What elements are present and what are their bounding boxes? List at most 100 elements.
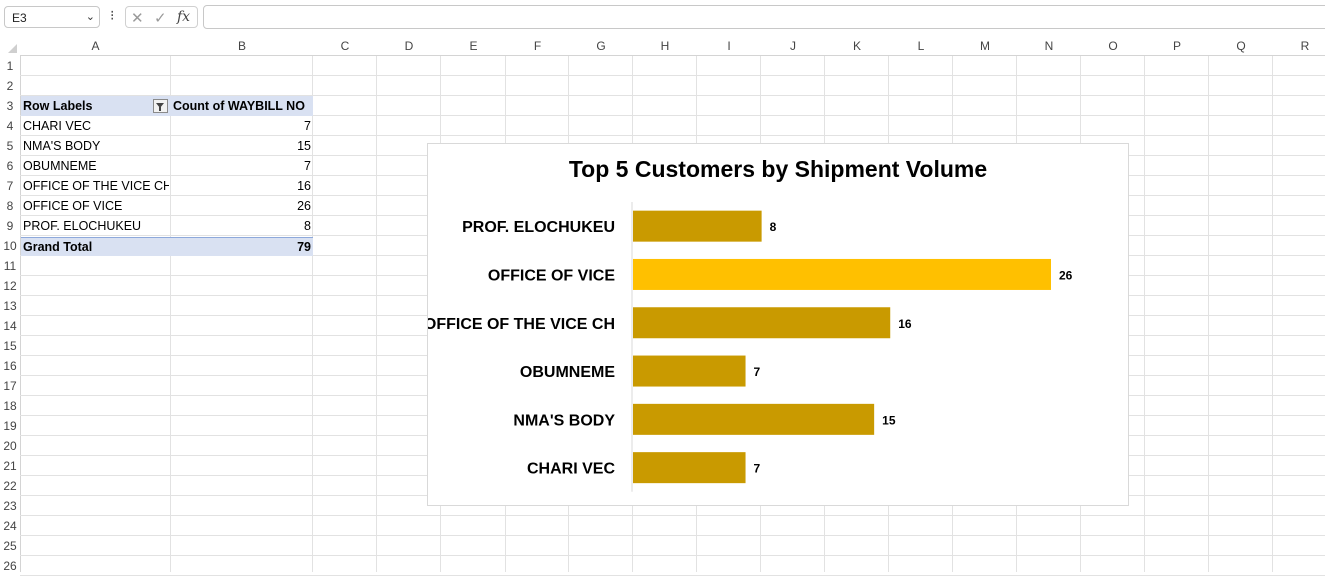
column-header-f[interactable]: F [506,36,569,56]
row-header-26[interactable]: 26 [3,559,17,573]
column-header-n[interactable]: N [1017,36,1081,56]
row-header-22[interactable]: 22 [3,479,17,493]
bar[interactable] [633,307,891,339]
column-header-d[interactable]: D [377,36,441,56]
select-all-corner[interactable] [0,36,20,56]
formula-input[interactable] [203,5,1325,29]
data-label: 8 [770,220,777,234]
name-box-value: E3 [12,11,27,25]
pivot-row-label[interactable]: CHARI VEC [23,119,92,133]
row-header-11[interactable]: 11 [3,259,17,273]
column-header-m[interactable]: M [953,36,1017,56]
row-header-17[interactable]: 17 [3,379,17,393]
name-box[interactable]: E3 ⌄ [4,6,100,28]
row-header-20[interactable]: 20 [3,439,17,453]
column-header-g[interactable]: G [569,36,633,56]
row-header-7[interactable]: 7 [6,179,14,193]
insert-function-icon[interactable]: fx [177,9,191,25]
category-label: NMA'S BODY [513,412,615,429]
pivot-row-label[interactable]: NMA'S BODY [23,139,101,153]
column-header-r[interactable]: R [1273,36,1325,56]
row-header-21[interactable]: 21 [3,459,17,473]
row-header-8[interactable]: 8 [6,199,14,213]
formula-bar: E3 ⌄ ⁝ ✕ ✓ fx [0,0,1325,36]
column-header-i[interactable]: I [697,36,761,56]
category-label: OFFICE OF THE VICE CH [428,316,615,333]
row-header-14[interactable]: 14 [3,319,17,333]
column-header-c[interactable]: C [313,36,377,56]
row-header-12[interactable]: 12 [3,279,17,293]
gridline [20,115,1325,116]
column-header-b[interactable]: B [171,36,313,56]
row-header-18[interactable]: 18 [3,399,17,413]
category-label: PROF. ELOCHUKEU [462,219,615,236]
bar[interactable] [633,210,762,242]
pivot-row-label[interactable]: PROF. ELOCHUKEU [23,219,142,233]
column-header-a[interactable]: A [20,36,171,56]
bar[interactable] [633,258,1051,290]
column-header-p[interactable]: P [1145,36,1209,56]
cancel-icon[interactable]: ✕ [131,10,144,27]
row-header-3[interactable]: 3 [6,99,14,113]
row-header-15[interactable]: 15 [3,339,17,353]
gridline [20,535,1325,536]
gridline [1272,56,1273,572]
gridline [1144,56,1145,572]
row-header-25[interactable]: 25 [3,539,17,553]
pivot-row-label[interactable]: OFFICE OF VICE [23,199,123,213]
pivot-row-value[interactable]: 26 [297,199,311,213]
pivot-total-band [21,237,313,256]
row-header-9[interactable]: 9 [6,219,14,233]
formula-buttons: ✕ ✓ fx [125,6,198,28]
data-label: 16 [898,317,912,331]
row-header-16[interactable]: 16 [3,359,17,373]
pivot-row-value[interactable]: 8 [304,219,311,233]
column-header-q[interactable]: Q [1209,36,1273,56]
more-options-icon[interactable]: ⁝ [110,7,115,23]
row-header-24[interactable]: 24 [3,519,17,533]
gridline [20,135,1325,136]
row-header-23[interactable]: 23 [3,499,17,513]
pivot-grand-total-value[interactable]: 79 [297,240,311,254]
category-label: OFFICE OF VICE [488,267,615,284]
row-header-10[interactable]: 10 [3,239,17,253]
pivot-row-value[interactable]: 16 [297,179,311,193]
filter-dropdown-icon[interactable] [153,99,168,113]
row-header-border [20,56,21,572]
pivot-grand-total-label[interactable]: Grand Total [23,240,93,254]
row-header-6[interactable]: 6 [6,159,14,173]
row-header-13[interactable]: 13 [3,299,17,313]
bar-chart[interactable]: Top 5 Customers by Shipment Volume PROF.… [427,143,1129,506]
pivot-row-value[interactable]: 7 [304,159,311,173]
data-label: 7 [754,365,761,379]
column-header-l[interactable]: L [889,36,953,56]
column-header-j[interactable]: J [761,36,825,56]
data-label: 15 [882,413,896,427]
chevron-down-icon[interactable]: ⌄ [85,11,95,23]
row-header-2[interactable]: 2 [6,79,14,93]
pivot-row-labels-header[interactable]: Row Labels [23,99,93,113]
row-header-1[interactable]: 1 [6,59,14,73]
column-header-k[interactable]: K [825,36,889,56]
row-header-5[interactable]: 5 [6,139,14,153]
bar[interactable] [633,452,746,484]
pivot-value-header[interactable]: Count of WAYBILL NO [173,99,305,113]
data-label: 7 [754,462,761,476]
gridline [20,515,1325,516]
column-header-e[interactable]: E [441,36,506,56]
column-header-o[interactable]: O [1081,36,1145,56]
column-header-h[interactable]: H [633,36,697,56]
pivot-row-value[interactable]: 7 [304,119,311,133]
pivot-row-value[interactable]: 15 [297,139,311,153]
pivot-row-label[interactable]: OFFICE OF THE VICE CH [23,179,169,193]
gridline [20,95,1325,96]
category-label: CHARI VEC [527,461,615,478]
gridline [1208,56,1209,572]
bar[interactable] [633,355,746,387]
bar[interactable] [633,403,875,435]
row-header-4[interactable]: 4 [6,119,14,133]
row-header-19[interactable]: 19 [3,419,17,433]
pivot-row-label[interactable]: OBUMNEME [23,159,97,173]
enter-check-icon[interactable]: ✓ [154,10,167,27]
gridline [20,555,1325,556]
